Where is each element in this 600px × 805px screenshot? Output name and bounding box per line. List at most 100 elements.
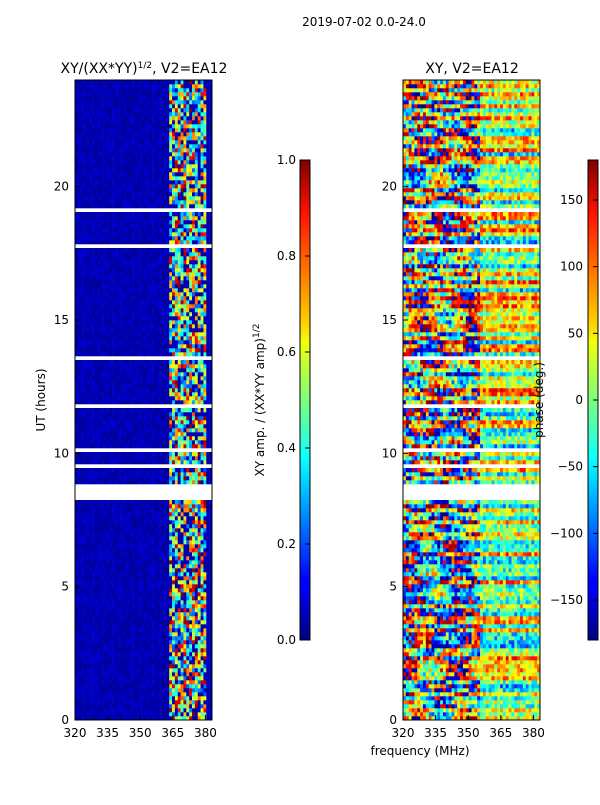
amplitude-cell [77,656,82,661]
amplitude-cell [100,508,104,513]
amplitude-cell [197,412,201,417]
amplitude-cell [197,424,201,429]
amplitude-cell [143,512,147,517]
amplitude-cell [206,304,210,309]
amplitude-cell [106,556,110,561]
amplitude-cell [114,420,119,425]
amplitude-cell [192,468,196,473]
amplitude-cell [169,456,173,461]
amplitude-cell [177,564,181,569]
amplitude-cell [89,556,93,561]
amplitude-cell [103,392,107,397]
amplitude-cell [97,344,101,349]
amplitude-cell [183,472,187,477]
amplitude-cell [77,696,82,701]
amplitude-cell [94,696,99,701]
amplitude-cell [126,620,130,625]
amplitude-cell [169,476,173,481]
amplitude-cell [154,364,159,369]
amplitude-cell [92,508,96,513]
amplitude-cell [132,692,136,697]
amplitude-cell [106,596,110,601]
amplitude-cell [206,312,210,317]
amplitude-cell [166,712,170,717]
amplitude-cell [206,600,210,605]
amplitude-cell [94,416,99,421]
amplitude-cell [177,548,181,553]
amplitude-cell [206,288,210,293]
amplitude-cell [172,272,176,277]
amplitude-cell [200,640,204,645]
amplitude-cell [203,304,207,309]
amplitude-cell [123,272,127,277]
amplitude-cell [106,664,110,669]
amplitude-cell [180,424,184,429]
amplitude-cell [140,540,144,545]
amplitude-cell [89,652,93,657]
amplitude-cell [92,348,96,353]
amplitude-cell [206,324,210,329]
amplitude-cell [126,296,130,301]
amplitude-cell [83,376,87,381]
amplitude-cell [117,452,121,457]
amplitude-cell [83,432,87,437]
amplitude-cell [180,436,184,441]
amplitude-cell [183,324,187,329]
amplitude-cell [97,668,101,673]
amplitude-cell [75,328,79,333]
amplitude-cell [149,328,153,333]
amplitude-cell [180,628,184,633]
amplitude-cell [143,628,147,633]
amplitude-cell [126,364,130,369]
amplitude-cell [120,520,124,525]
amplitude-cell [146,380,150,385]
amplitude-cell [174,388,179,393]
amplitude-cell [97,644,101,649]
amplitude-cell [143,432,147,437]
amplitude-cell [97,624,101,629]
amplitude-cell [112,604,116,609]
amplitude-cell [192,336,196,341]
amplitude-cell [152,320,156,325]
amplitude-cell [92,520,96,525]
amplitude-cell [149,340,153,345]
amplitude-cell [114,660,119,665]
amplitude-cell [152,472,156,477]
amplitude-cell [83,416,87,421]
amplitude-cell [186,400,190,405]
amplitude-cell [129,572,133,577]
amplitude-cell [154,584,159,589]
amplitude-cell [126,460,130,465]
amplitude-cell [123,348,127,353]
amplitude-cell [75,416,79,421]
amplitude-cell [140,480,144,485]
amplitude-cell [106,516,110,521]
amplitude-cell [80,284,84,289]
amplitude-cell [100,520,104,525]
amplitude-cell [186,644,190,649]
amplitude-cell [194,504,199,509]
amplitude-cell [186,676,190,681]
amplitude-cell [189,672,193,677]
amplitude-cell [206,392,210,397]
amplitude-cell [75,444,79,449]
amplitude-cell [154,648,159,653]
amplitude-cell [209,532,213,537]
amplitude-cell [160,676,164,681]
amplitude-cell [209,644,213,649]
amplitude-cell [149,384,153,389]
amplitude-cell [154,504,159,509]
amplitude-cell [86,296,90,301]
amplitude-cell [114,544,119,549]
amplitude-cell [189,468,193,473]
amplitude-cell [134,468,139,473]
amplitude-cell [100,644,104,649]
amplitude-cell [152,580,156,585]
amplitude-cell [166,692,170,697]
amplitude-cell [123,412,127,417]
amplitude-cell [197,532,201,537]
amplitude-cell [200,280,204,285]
amplitude-cell [75,512,79,517]
amplitude-cell [106,500,110,505]
amplitude-cell [152,552,156,557]
